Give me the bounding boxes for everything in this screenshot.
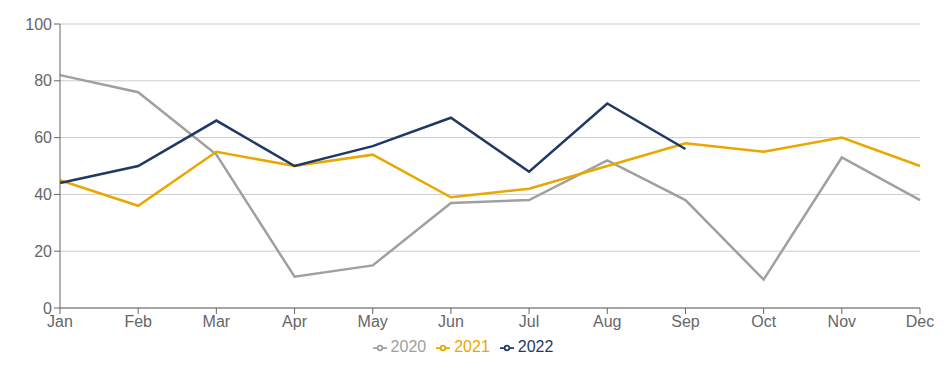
svg-text:20: 20 [34, 243, 52, 260]
html-text:2020: 2020 [390, 338, 427, 355]
svg-text:Sep: Sep [671, 313, 700, 330]
svg-text:Jul: Jul [519, 313, 539, 330]
svg-text:Apr: Apr [282, 313, 308, 330]
svg-text:Jan: Jan [47, 313, 73, 331]
svg-text:Dec: Dec [906, 313, 934, 330]
svg-text:Jun: Jun [438, 313, 464, 330]
svg-text:Oct: Oct [751, 313, 776, 330]
svg-text:Nov: Nov [828, 313, 856, 330]
svg-text:60: 60 [34, 129, 52, 146]
svg-text:Feb: Feb [124, 313, 152, 330]
svg-text:80: 80 [34, 72, 52, 89]
svg-text:May: May [358, 313, 388, 330]
html-text:2022: 2022 [517, 338, 554, 355]
svg-text:100: 100 [25, 16, 52, 33]
svg-text:0: 0 [43, 300, 52, 317]
svg-text:Mar: Mar [203, 313, 231, 330]
html-text:2021: 2021 [454, 338, 490, 355]
svg-text:40: 40 [34, 186, 52, 203]
svg-text:Aug: Aug [593, 313, 621, 330]
